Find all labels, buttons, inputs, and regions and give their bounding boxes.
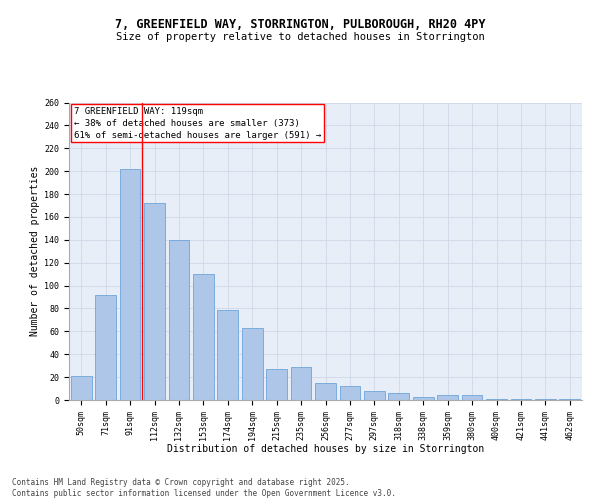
Text: Size of property relative to detached houses in Storrington: Size of property relative to detached ho… (116, 32, 484, 42)
Bar (388, 393, 409, 400)
Text: 7, GREENFIELD WAY, STORRINGTON, PULBOROUGH, RH20 4PY: 7, GREENFIELD WAY, STORRINGTON, PULBOROU… (115, 18, 485, 30)
Bar (144, 203, 165, 400)
Bar (340, 386, 361, 400)
Bar (71, 376, 92, 400)
Bar (290, 367, 311, 400)
Bar (169, 240, 190, 400)
Bar (461, 396, 482, 400)
Bar (242, 328, 263, 400)
Bar (364, 391, 385, 400)
Bar (315, 383, 336, 400)
Text: 7 GREENFIELD WAY: 119sqm
← 38% of detached houses are smaller (373)
61% of semi-: 7 GREENFIELD WAY: 119sqm ← 38% of detach… (74, 107, 322, 140)
Bar (95, 294, 116, 400)
Bar (217, 310, 238, 400)
X-axis label: Distribution of detached houses by size in Storrington: Distribution of detached houses by size … (167, 444, 484, 454)
Bar (193, 274, 214, 400)
Bar (266, 369, 287, 400)
Bar (559, 399, 580, 400)
Bar (511, 399, 532, 400)
Y-axis label: Number of detached properties: Number of detached properties (30, 166, 40, 336)
Bar (486, 399, 507, 400)
Bar (437, 396, 458, 400)
Bar (413, 396, 434, 400)
Bar (119, 169, 140, 400)
Bar (535, 399, 556, 400)
Text: Contains HM Land Registry data © Crown copyright and database right 2025.
Contai: Contains HM Land Registry data © Crown c… (12, 478, 396, 498)
